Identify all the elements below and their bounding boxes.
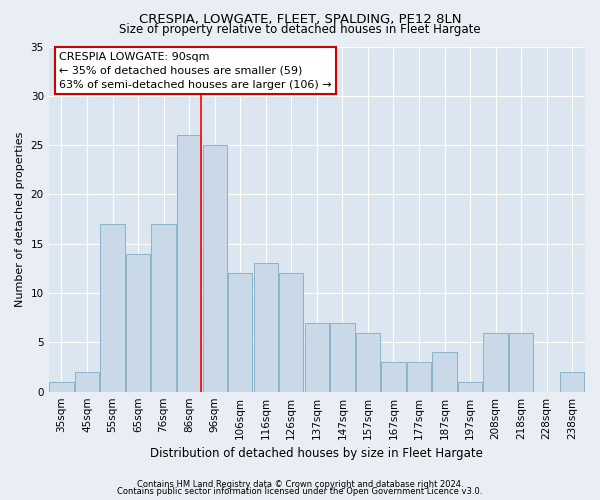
Text: CRESPIA LOWGATE: 90sqm
← 35% of detached houses are smaller (59)
63% of semi-det: CRESPIA LOWGATE: 90sqm ← 35% of detached… <box>59 52 332 90</box>
Text: Contains HM Land Registry data © Crown copyright and database right 2024.: Contains HM Land Registry data © Crown c… <box>137 480 463 489</box>
Bar <box>356 332 380 392</box>
Bar <box>330 322 355 392</box>
Bar <box>484 332 508 392</box>
Bar <box>203 145 227 392</box>
Text: CRESPIA, LOWGATE, FLEET, SPALDING, PE12 8LN: CRESPIA, LOWGATE, FLEET, SPALDING, PE12 … <box>139 12 461 26</box>
Bar <box>177 136 201 392</box>
Bar <box>126 254 150 392</box>
Text: Size of property relative to detached houses in Fleet Hargate: Size of property relative to detached ho… <box>119 22 481 36</box>
Bar <box>560 372 584 392</box>
Bar <box>49 382 74 392</box>
Bar <box>433 352 457 392</box>
X-axis label: Distribution of detached houses by size in Fleet Hargate: Distribution of detached houses by size … <box>151 447 483 460</box>
Bar <box>254 264 278 392</box>
Bar <box>228 274 253 392</box>
Bar <box>458 382 482 392</box>
Bar <box>151 224 176 392</box>
Bar <box>382 362 406 392</box>
Y-axis label: Number of detached properties: Number of detached properties <box>15 132 25 307</box>
Bar <box>305 322 329 392</box>
Bar <box>75 372 99 392</box>
Text: Contains public sector information licensed under the Open Government Licence v3: Contains public sector information licen… <box>118 487 482 496</box>
Bar <box>100 224 125 392</box>
Bar <box>509 332 533 392</box>
Bar <box>407 362 431 392</box>
Bar <box>279 274 304 392</box>
